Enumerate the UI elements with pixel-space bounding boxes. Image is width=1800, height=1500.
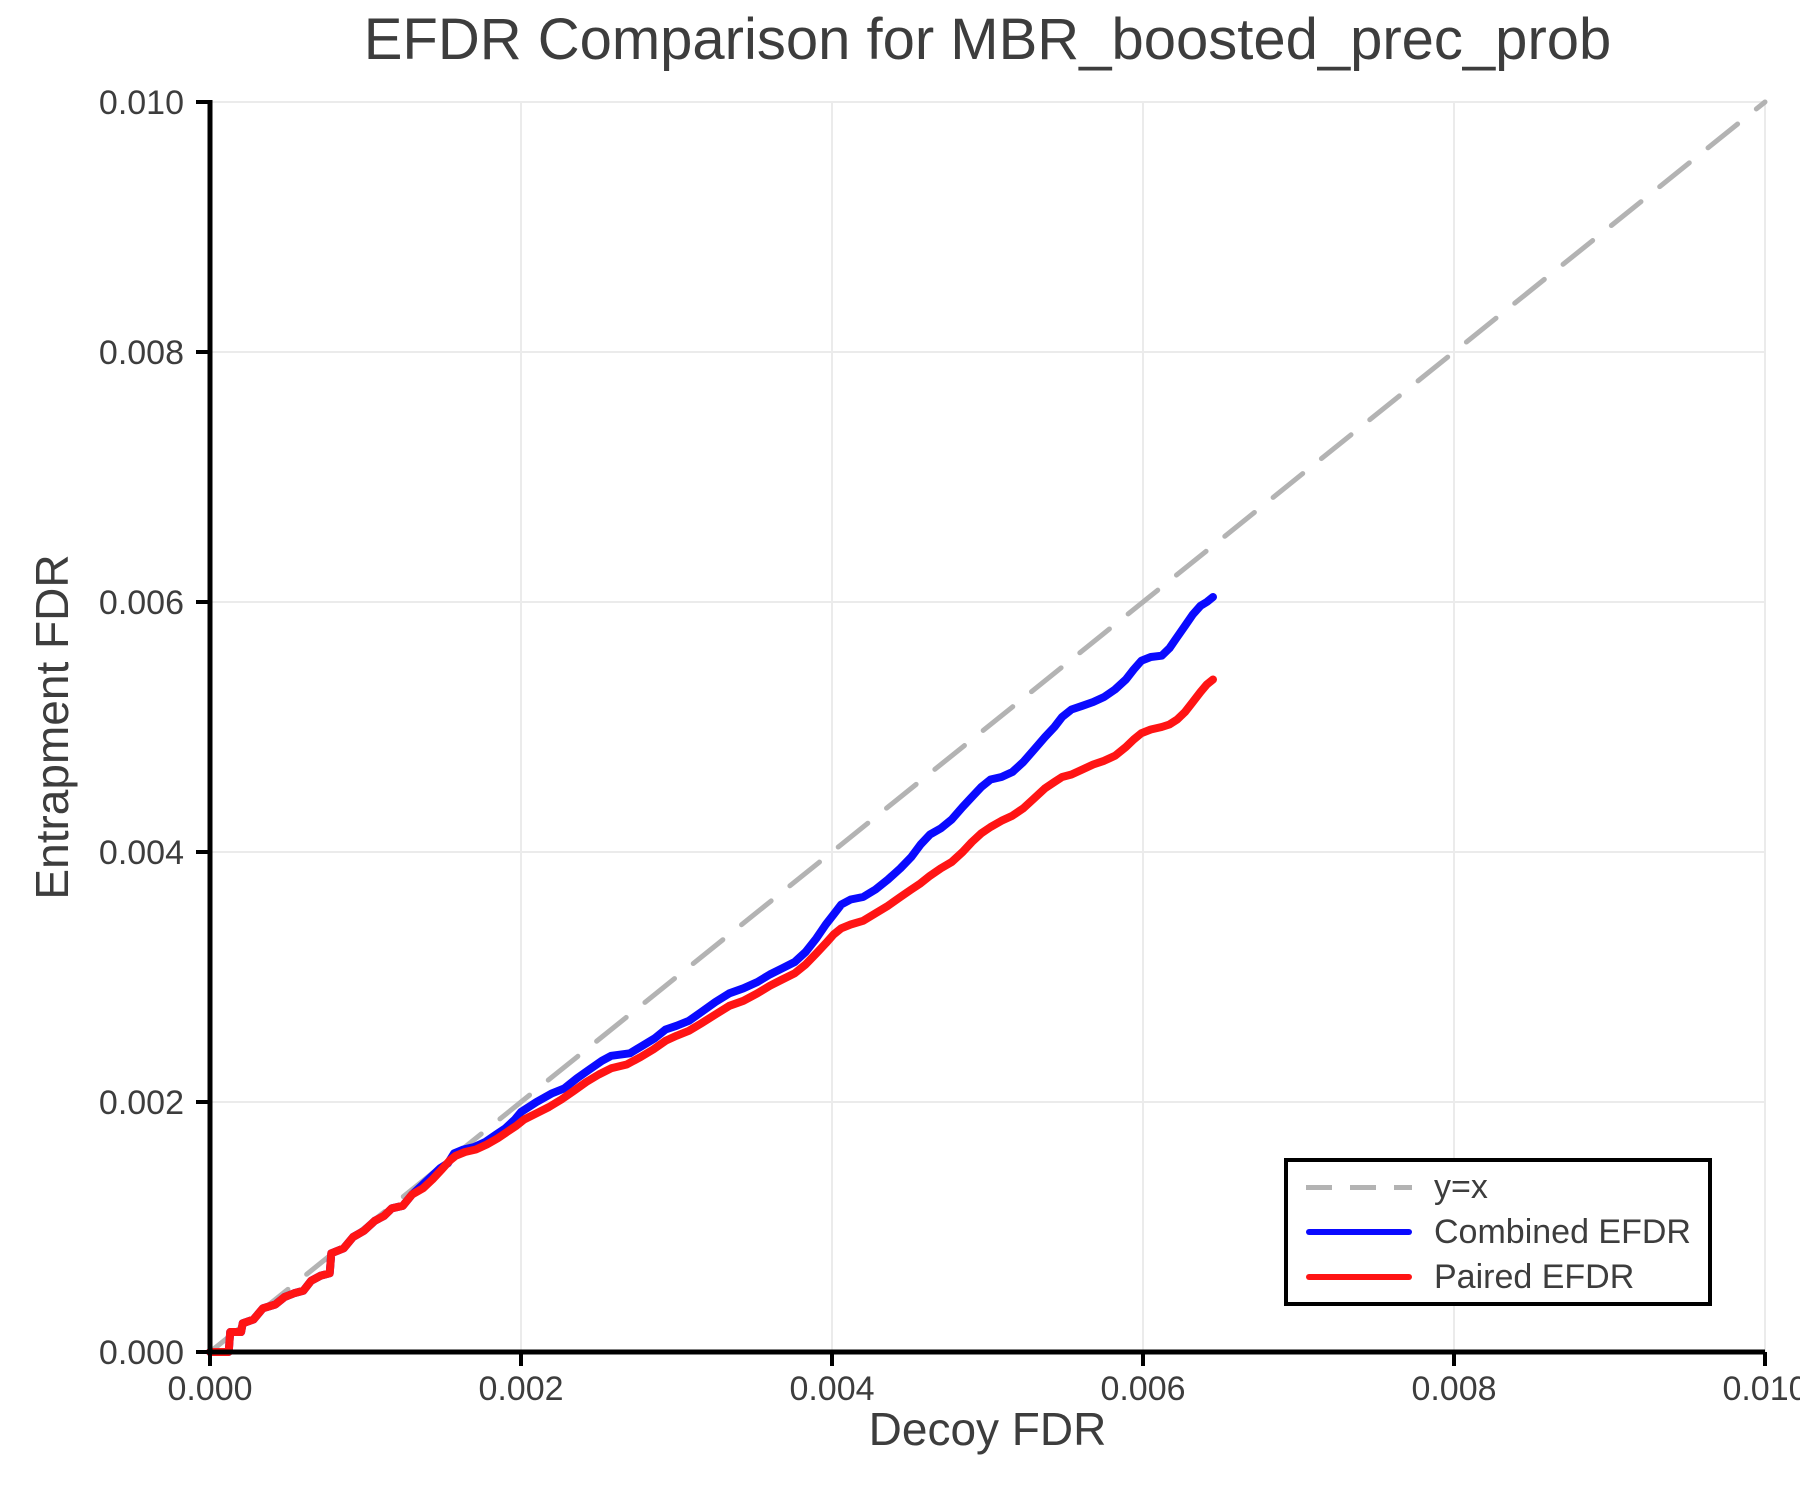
- legend-swatch-dashed: [1306, 1184, 1412, 1190]
- y-tick-label: 0.006: [99, 584, 184, 622]
- legend-label: Paired EFDR: [1434, 1258, 1635, 1296]
- paired-efdr-line: [206, 675, 1217, 1356]
- legend-entry: Combined EFDR: [1306, 1213, 1708, 1251]
- legend-swatch-solid: [1306, 1229, 1412, 1235]
- legend-entry: Paired EFDR: [1306, 1258, 1708, 1296]
- identity-line: [207, 99, 1768, 1355]
- chart-title: EFDR Comparison for MBR_boosted_prec_pro…: [363, 7, 1612, 72]
- legend-label: Combined EFDR: [1434, 1213, 1691, 1251]
- x-tick-label: 0.006: [1100, 1370, 1185, 1408]
- x-tick-label: 0.008: [1411, 1370, 1496, 1408]
- x-axis-title: Decoy FDR: [868, 1403, 1107, 1455]
- y-tick-label: 0.002: [99, 1084, 184, 1122]
- legend-label: y=x: [1434, 1168, 1488, 1206]
- x-tick-label: 0.000: [167, 1370, 252, 1408]
- y-axis-title: Entrapment FDR: [26, 554, 78, 900]
- x-tick-label: 0.002: [478, 1370, 563, 1408]
- legend-box: y=x Combined EFDR Paired EFDR: [1284, 1158, 1712, 1306]
- y-tick-label: 0.000: [99, 1334, 184, 1372]
- y-tick-label: 0.008: [99, 334, 184, 372]
- y-tick-label: 0.010: [99, 84, 184, 122]
- x-tick-label: 0.010: [1722, 1370, 1800, 1408]
- x-tick-label: 0.004: [789, 1370, 874, 1408]
- legend-entry: y=x: [1306, 1168, 1708, 1206]
- legend-swatch-solid: [1306, 1274, 1412, 1280]
- combined-efdr-line: [206, 593, 1217, 1356]
- y-tick-label: 0.004: [99, 834, 184, 872]
